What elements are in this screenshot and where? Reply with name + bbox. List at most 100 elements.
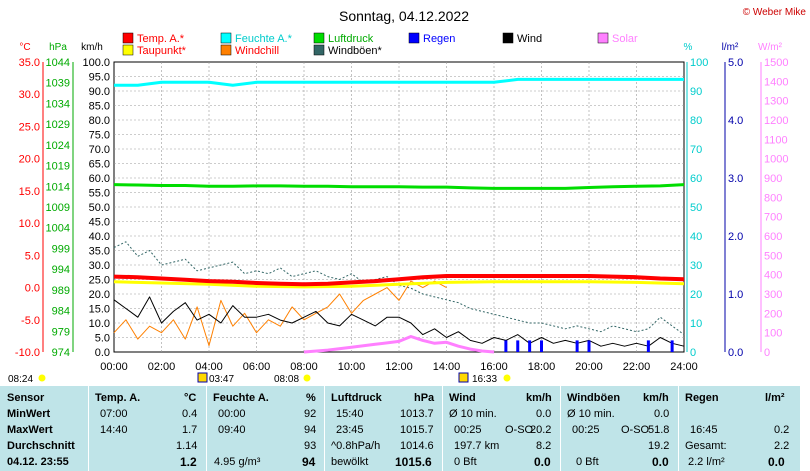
hum-current-value: 94: [302, 455, 316, 469]
chart-title: Sonntag, 04.12.2022: [339, 8, 469, 24]
legend-label: Windböen*: [328, 45, 383, 57]
axis-tick-wind: 55.0: [89, 188, 110, 200]
rain-bar: [670, 340, 674, 352]
rain-bar: [504, 340, 508, 352]
axis-tick-wind: 65.0: [89, 159, 110, 171]
unit-temp: °C: [184, 392, 197, 404]
axis-tick-wind: 45.0: [89, 217, 110, 229]
header-pressure: Luftdruck: [331, 392, 382, 404]
unit-humidity: %: [306, 392, 316, 404]
axis-tick-wind: 25.0: [89, 275, 110, 287]
stats-table: Sensor MinWert MaxWert Durchschnitt 04.1…: [0, 386, 810, 471]
series-line-luftdruck: [113, 183, 685, 190]
axis-unit-solar: W/m²: [758, 42, 783, 53]
axis-tick-rain: 3.0: [728, 173, 743, 185]
header-temp: Temp. A.: [95, 392, 141, 404]
axis-tick-rain: 1.0: [728, 289, 743, 301]
axis-tick-wind: 85.0: [89, 101, 110, 113]
legend-label: Luftdruck: [328, 33, 374, 45]
press-avg-value: 1014.6: [400, 440, 434, 452]
rain-bar: [646, 340, 650, 352]
axis-unit-rain: l/m²: [722, 42, 739, 53]
x-tick-label: 04:00: [195, 361, 223, 373]
rain-bar: [540, 340, 543, 352]
axes: °C 35.0 30.0 25.0 20.0 15.0 10.0 5.0 0.0 -5.0 -10.…: [15, 42, 789, 359]
series-line-windchill: [113, 280, 447, 347]
axis-tick-pressure: 1014: [46, 181, 70, 193]
legend-label: Solar: [612, 33, 638, 45]
series-line-feuchte-a: [114, 77, 684, 87]
hum-min-time: 00:00: [218, 408, 246, 420]
series-line-temp-a: [113, 274, 685, 287]
legend-swatch: [122, 32, 134, 44]
axis-tick-wind: 60.0: [89, 173, 110, 185]
series-line-solar: [303, 335, 495, 354]
moonrise-label: 03:47: [209, 374, 234, 385]
axis-tick-humidity: 20: [690, 289, 702, 301]
gust-max-dir: O-SO: [621, 424, 650, 436]
legend-label: Regen: [423, 33, 455, 45]
wind-10min-value: 0.0: [536, 408, 552, 420]
legend-swatch: [220, 44, 232, 56]
temp-max-value: 1.7: [182, 424, 198, 436]
sun-icon: [503, 374, 511, 382]
rain-total-value: 2.2: [774, 440, 790, 452]
chart-marks: [113, 77, 685, 354]
temp-current-value: 1.2: [180, 455, 197, 469]
legend-label: Wind: [517, 33, 542, 45]
x-tick-label: 12:00: [385, 361, 413, 373]
axis-tick-solar: 500: [764, 250, 782, 262]
moon-icon: [197, 372, 208, 383]
temp-min-value: 0.4: [182, 408, 198, 420]
axis-tick-wind: 70.0: [89, 144, 110, 156]
axis-tick-temp: -5.0: [21, 315, 40, 327]
hum-avg-value: 93: [304, 440, 317, 452]
wind-bft: 0 Bft: [454, 456, 477, 468]
axis-unit-humidity: %: [684, 42, 693, 53]
press-min-value: 1013.7: [400, 408, 434, 420]
x-tick-label: 08:00: [290, 361, 318, 373]
x-tick-label: 22:00: [623, 361, 651, 373]
axis-unit-pressure: hPa: [49, 42, 67, 53]
gust-bft: 0 Bft: [576, 456, 599, 468]
legend-label: Taupunkt*: [137, 45, 187, 57]
rain-bar: [528, 340, 532, 352]
axis-tick-humidity: 50: [690, 202, 702, 214]
wind-current-value: 0.0: [534, 455, 551, 469]
rain-current-value: 0.0: [768, 455, 785, 469]
rain-bar: [587, 340, 591, 352]
axis-tick-solar: 900: [764, 173, 782, 185]
axis-tick-wind: 100.0: [82, 57, 110, 69]
axis-tick-humidity: 80: [690, 115, 702, 127]
axis-tick-pressure: 1039: [46, 78, 70, 90]
axis-tick-wind: 0.0: [95, 347, 110, 359]
press-max-value: 1015.7: [400, 424, 434, 436]
rain-last-value: 0.2: [774, 424, 790, 436]
x-tick-label: 06:00: [243, 361, 271, 373]
temp-max-time: 14:40: [100, 424, 128, 436]
rain-bar: [516, 340, 520, 352]
axis-tick-solar: 1000: [764, 154, 788, 166]
press-forecast: bewölkt: [331, 456, 369, 468]
header-rain: Regen: [685, 392, 719, 404]
axis-tick-solar: 300: [764, 289, 782, 301]
axis-tick-rain: 5.0: [728, 57, 743, 69]
axis-tick-pressure: 1009: [46, 202, 70, 214]
row-label-current: 04.12. 23:55: [7, 456, 69, 468]
legend-label: Temp. A.*: [137, 33, 185, 45]
axis-tick-solar: 800: [764, 192, 782, 204]
legend-swatch: [408, 32, 420, 44]
axis-tick-temp: 0.0: [25, 283, 40, 295]
axis-tick-temp: 20.0: [19, 154, 40, 166]
unit-rain: l/m²: [765, 392, 785, 404]
axis-tick-pressure: 1044: [46, 57, 70, 69]
unit-gust: km/h: [643, 392, 669, 404]
axis-tick-wind: 10.0: [89, 318, 110, 330]
credit-text: © Weber Mike: [743, 7, 807, 18]
axis-tick-rain: 2.0: [728, 231, 743, 243]
moon-icon: [458, 372, 469, 383]
legend: Temp. A.* Feuchte A.* Luftdruck Regen Wind So…: [122, 32, 638, 57]
axis-tick-solar: 200: [764, 308, 782, 320]
gust-avg-value: 19.2: [648, 440, 670, 452]
axis-tick-wind: 5.0: [95, 333, 110, 345]
